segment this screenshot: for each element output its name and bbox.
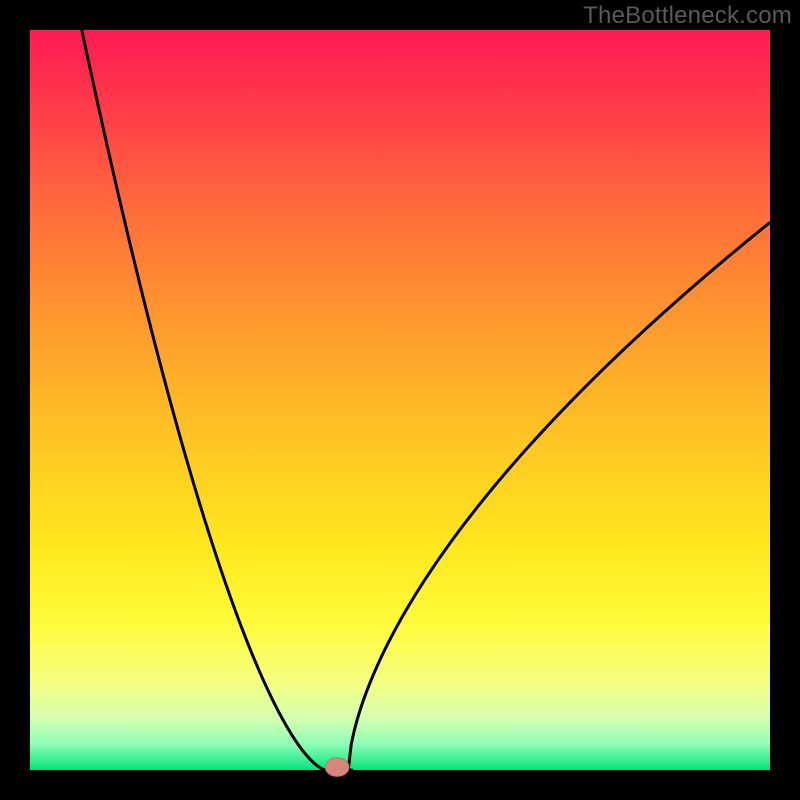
chart-container: TheBottleneck.com: [0, 0, 800, 800]
minimum-marker: [325, 758, 349, 777]
watermark-label: TheBottleneck.com: [583, 2, 792, 30]
chart-svg: [0, 0, 800, 800]
plot-background: [30, 30, 770, 770]
